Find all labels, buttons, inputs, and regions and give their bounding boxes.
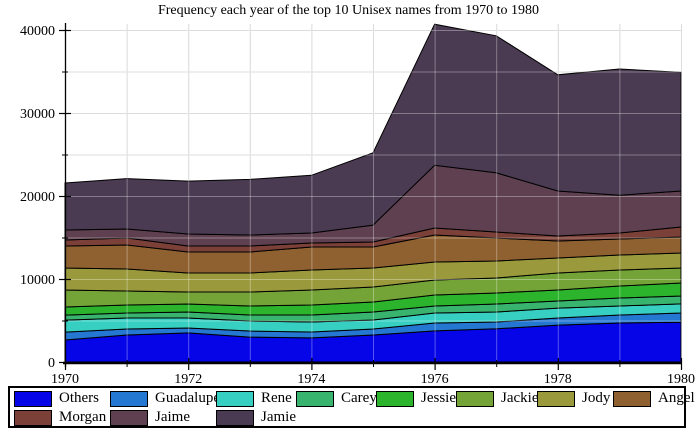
legend-label: Jackie bbox=[501, 390, 539, 406]
x-tick-label: 1970 bbox=[51, 372, 79, 384]
legend-label: Carey bbox=[341, 390, 377, 406]
x-tick-label: 1972 bbox=[174, 372, 202, 384]
y-tick-label: 20000 bbox=[20, 190, 55, 205]
legend-swatch-morgan bbox=[14, 409, 52, 426]
legend: Others Guadalupe Rene Carey Jessie Jackie Jody… bbox=[8, 386, 695, 428]
legend-item-carey: Carey bbox=[296, 389, 377, 408]
legend-item-guadalupe: Guadalupe bbox=[110, 389, 220, 408]
legend-swatch-jessie bbox=[376, 390, 414, 407]
legend-swatch-guadalupe bbox=[110, 390, 148, 407]
x-tick-label: 1976 bbox=[421, 372, 449, 384]
legend-item-angel: Angel bbox=[613, 389, 695, 408]
y-tick-label: 40000 bbox=[20, 24, 55, 39]
legend-swatch-jaime bbox=[110, 409, 148, 426]
legend-label: Jaime bbox=[155, 409, 190, 425]
legend-label: Jody bbox=[582, 390, 611, 406]
x-tick-label: 1980 bbox=[667, 372, 695, 384]
y-tick-label: 10000 bbox=[20, 273, 55, 288]
x-tick-label: 1974 bbox=[297, 372, 325, 384]
x-tick-label: 1978 bbox=[544, 372, 572, 384]
legend-item-rene: Rene bbox=[216, 389, 296, 408]
legend-label: Angel bbox=[658, 390, 695, 406]
legend-item-jaime: Jaime bbox=[110, 408, 216, 427]
legend-swatch-angel bbox=[613, 390, 651, 407]
legend-swatch-jody bbox=[537, 390, 575, 407]
chart-title: Frequency each year of the top 10 Unisex… bbox=[157, 3, 539, 18]
legend-item-jackie: Jackie bbox=[456, 389, 539, 408]
legend-swatch-jackie bbox=[456, 390, 494, 407]
legend-label: Morgan bbox=[59, 409, 107, 425]
y-tick-label: 30000 bbox=[20, 107, 55, 122]
legend-swatch-rene bbox=[216, 390, 254, 407]
legend-label: Jamie bbox=[261, 409, 296, 425]
legend-item-morgan: Morgan bbox=[14, 408, 110, 427]
area-band-jamie bbox=[64, 23, 682, 236]
stacked-area-chart: 0 10000 20000 30000 40000 1970 1972 1974 1976 197… bbox=[20, 23, 695, 384]
legend-label: Guadalupe bbox=[155, 390, 220, 406]
legend-item-jessie: Jessie bbox=[376, 389, 456, 408]
legend-item-jamie: Jamie bbox=[216, 408, 296, 427]
legend-item-jody: Jody bbox=[537, 389, 613, 408]
legend-item-others: Others bbox=[14, 389, 110, 408]
legend-label: Rene bbox=[261, 390, 292, 406]
legend-label: Others bbox=[59, 390, 99, 406]
legend-label: Jessie bbox=[421, 390, 456, 406]
y-tick-label: 0 bbox=[48, 356, 55, 371]
legend-swatch-others bbox=[14, 390, 52, 407]
legend-swatch-jamie bbox=[216, 409, 254, 426]
legend-swatch-carey bbox=[296, 390, 334, 407]
